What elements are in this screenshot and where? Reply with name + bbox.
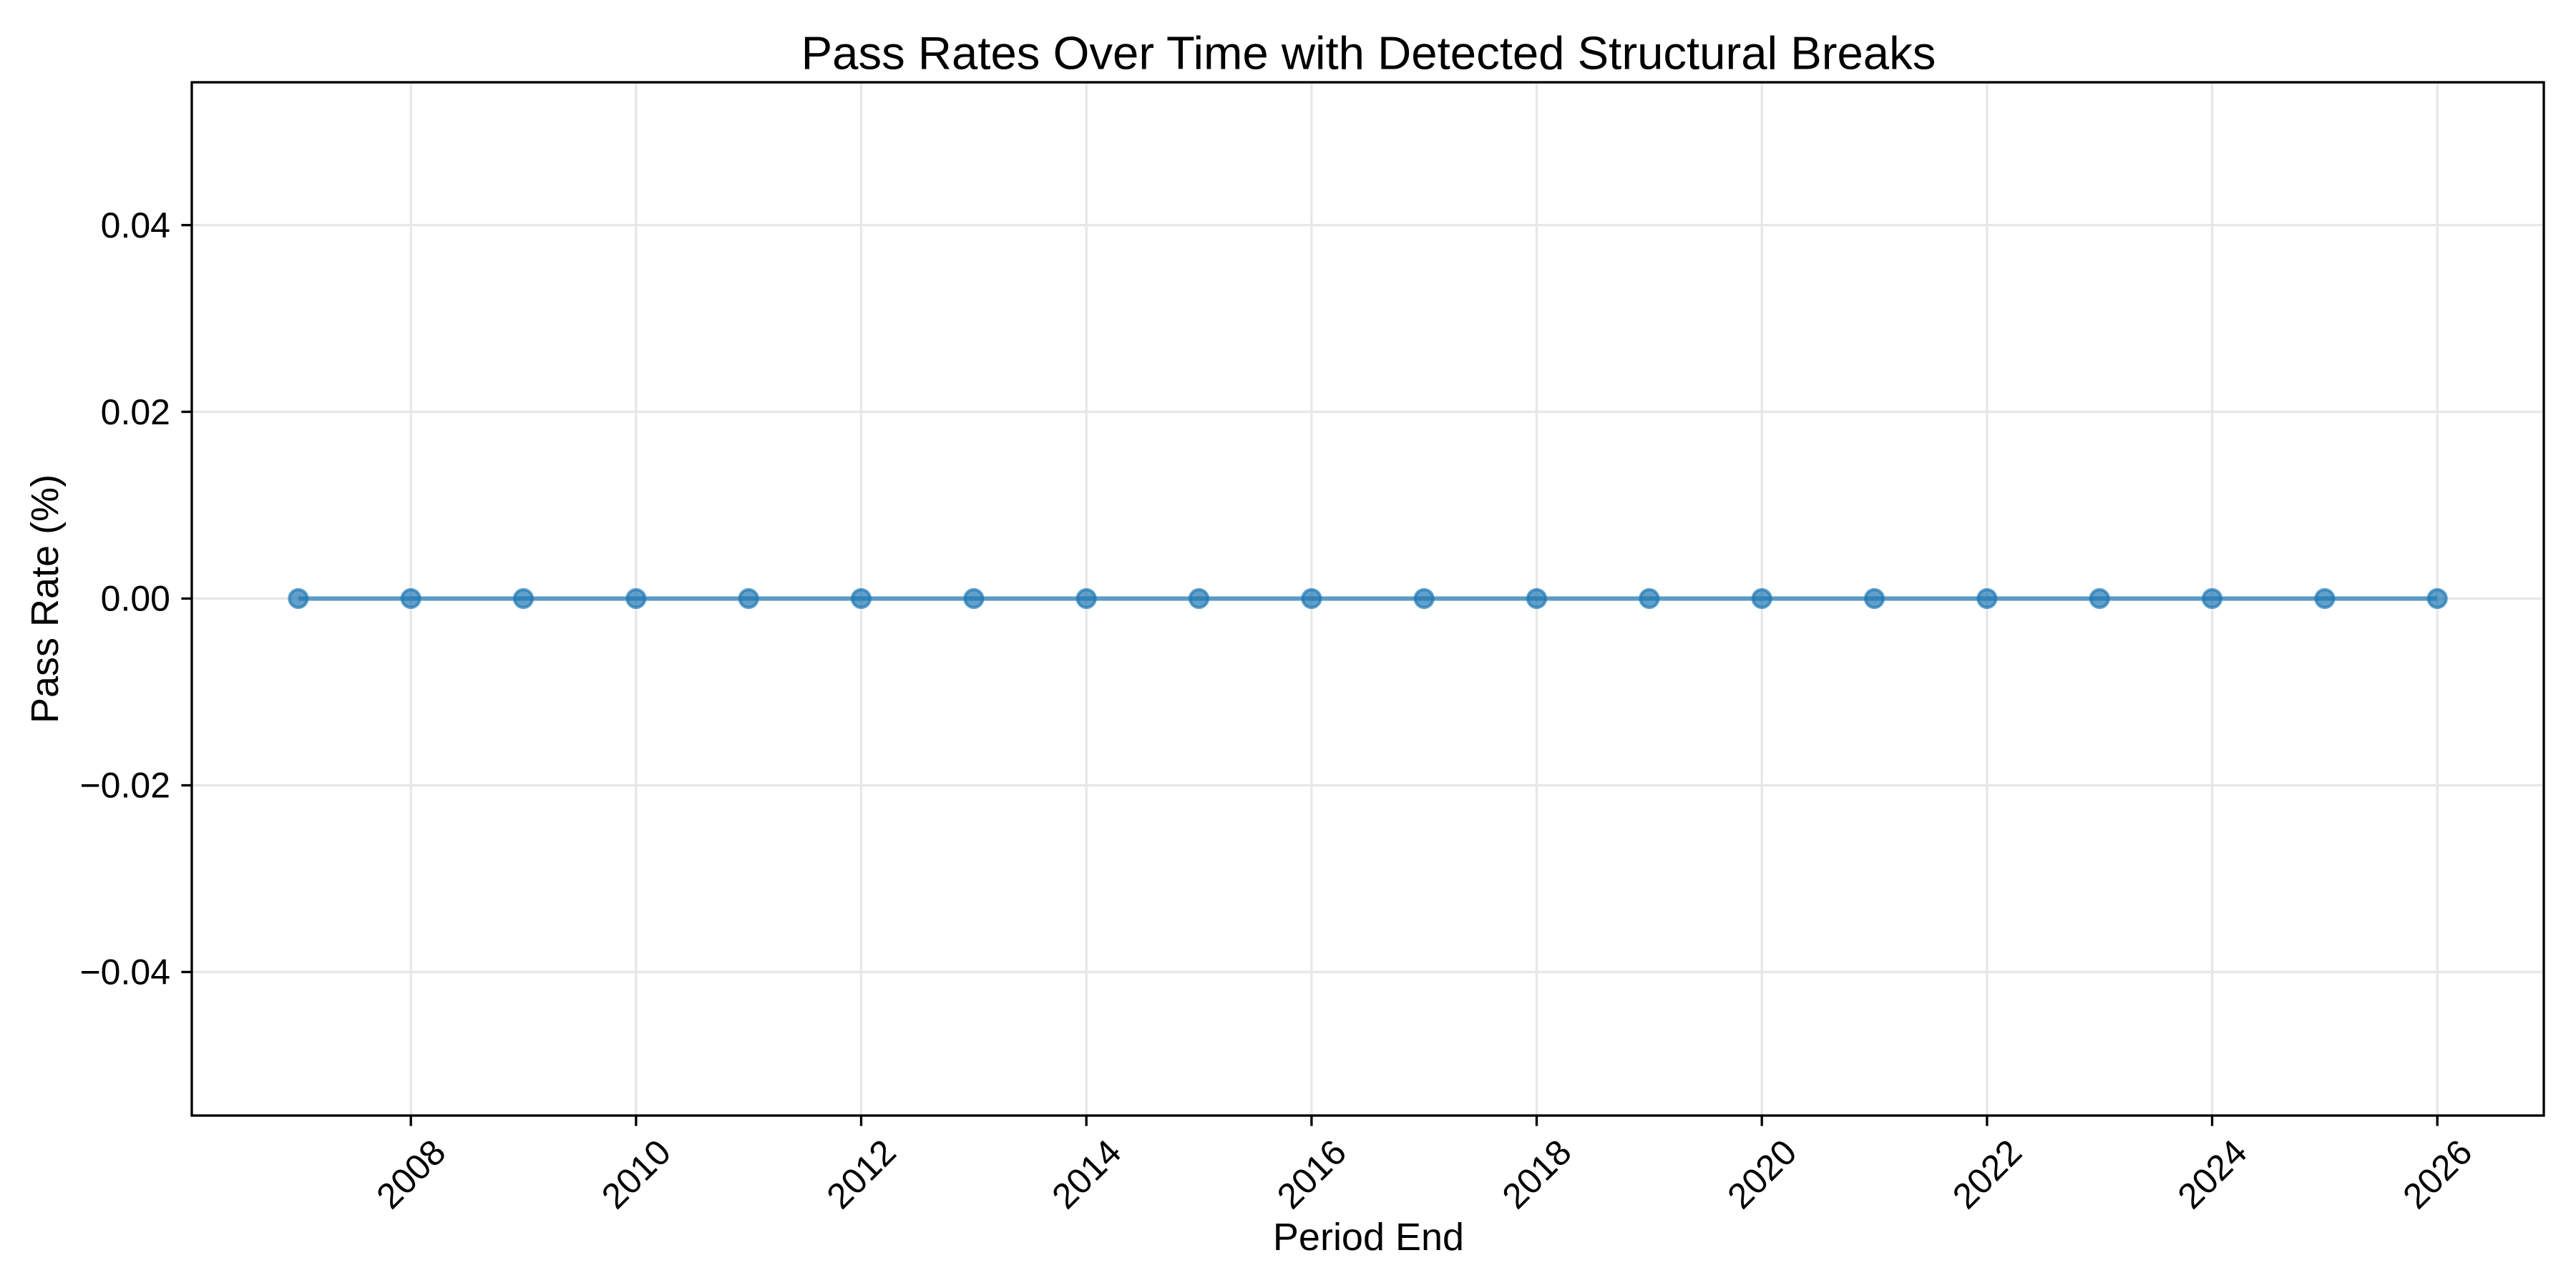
- svg-text:Pass Rates Over Time with Dete: Pass Rates Over Time with Detected Struc…: [801, 27, 1936, 79]
- svg-text:0.02: 0.02: [101, 392, 170, 432]
- svg-text:−0.04: −0.04: [79, 952, 170, 992]
- svg-text:Period End: Period End: [1273, 1216, 1464, 1259]
- svg-text:−0.02: −0.02: [79, 766, 170, 806]
- svg-text:Pass Rate (%): Pass Rate (%): [24, 474, 67, 723]
- svg-text:0.00: 0.00: [101, 579, 170, 619]
- svg-text:0.04: 0.04: [101, 205, 170, 245]
